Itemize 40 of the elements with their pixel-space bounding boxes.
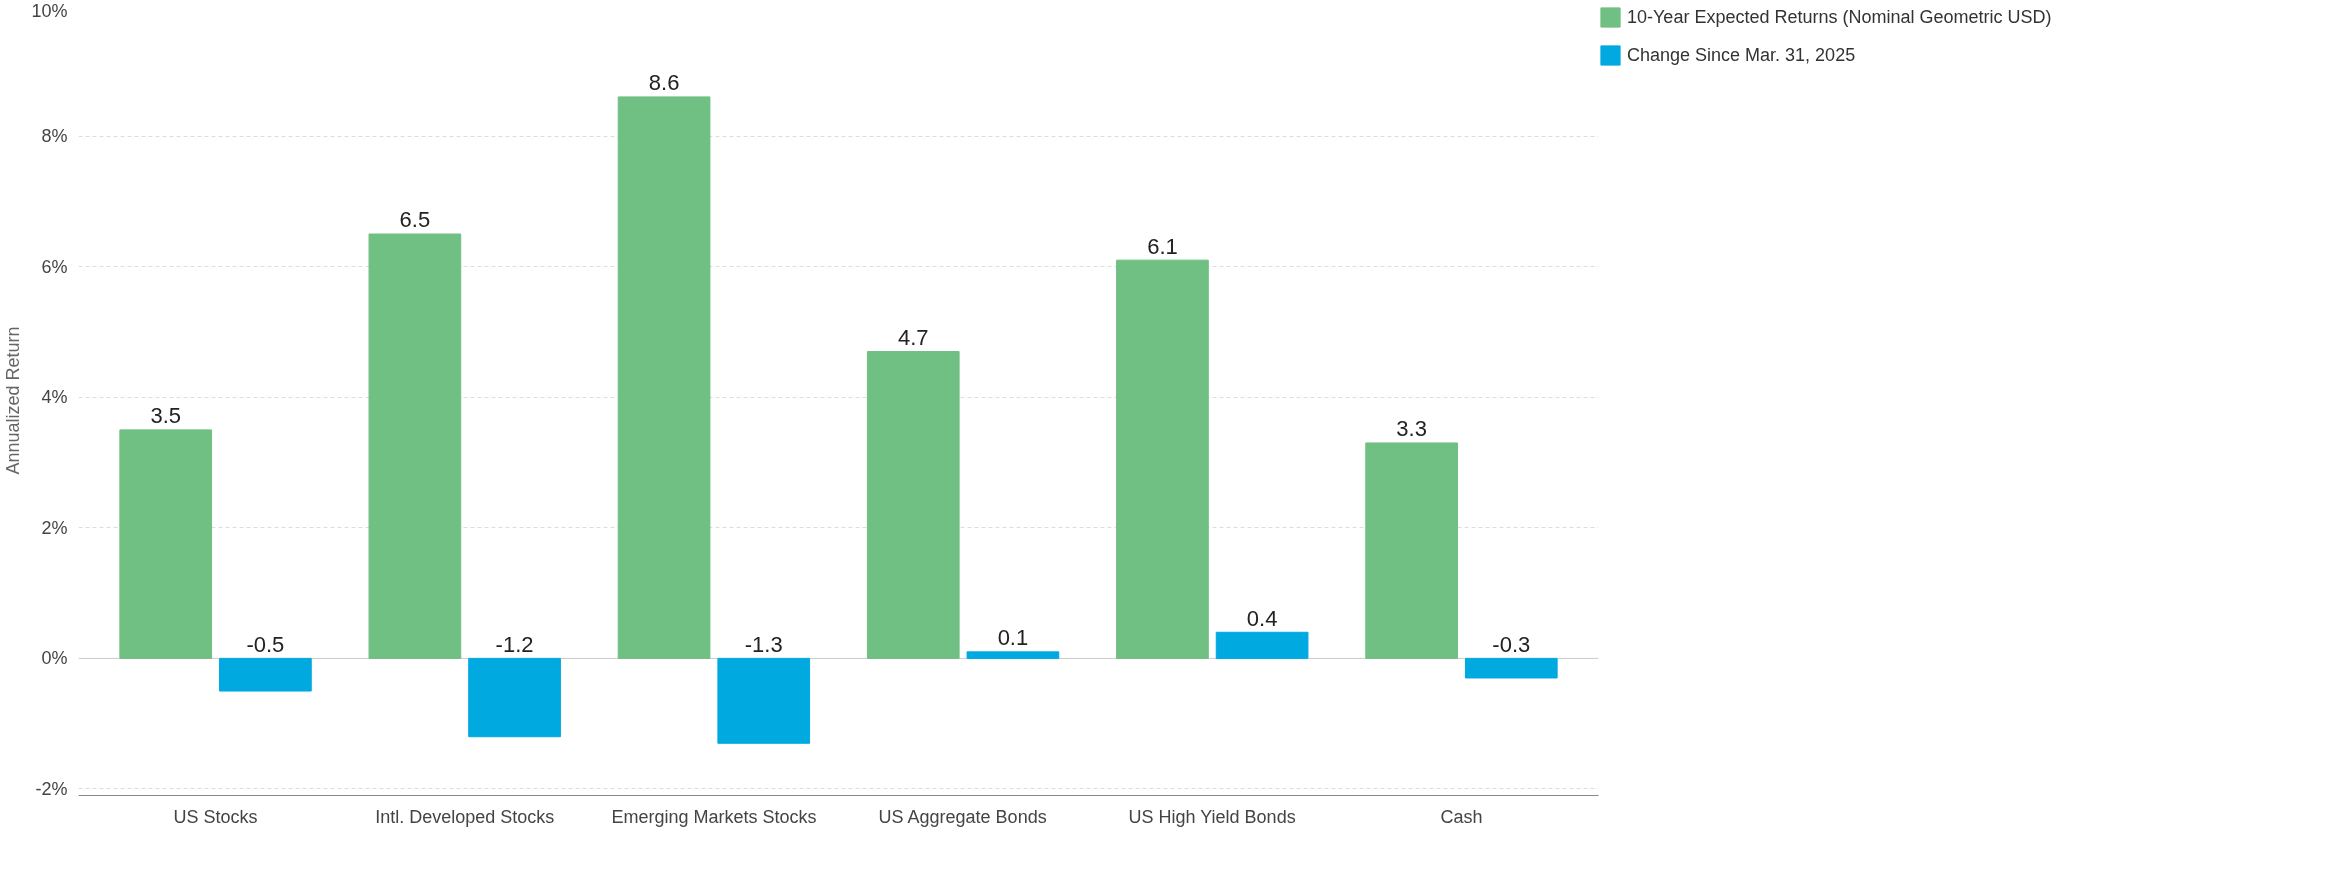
data-label: 6.5 — [399, 207, 431, 233]
data-label: -1.2 — [495, 631, 534, 657]
bar — [1215, 631, 1309, 659]
y-tick-label: 10% — [31, 0, 68, 21]
y-tick-label: 8% — [41, 126, 68, 147]
bar — [617, 96, 711, 659]
x-tick-label: US High Yield Bonds — [1128, 806, 1296, 827]
bar — [866, 351, 960, 659]
bar — [119, 429, 213, 659]
y-tick-label: 4% — [41, 387, 68, 408]
x-tick-label: Intl. Developed Stocks — [375, 806, 555, 827]
bar — [1116, 259, 1209, 659]
legend-label: Change Since Mar. 31, 2025 — [1627, 44, 1856, 66]
bar — [468, 657, 561, 738]
y-tick-label: 6% — [41, 256, 68, 277]
data-label: 6.1 — [1147, 233, 1178, 259]
x-tick-label: US Stocks — [173, 806, 258, 827]
data-label: 0.1 — [997, 625, 1029, 651]
data-label: 3.3 — [1396, 416, 1427, 442]
data-label: 8.6 — [648, 70, 680, 96]
data-label: 4.7 — [897, 325, 929, 350]
bar — [966, 651, 1060, 659]
data-label: -0.3 — [1492, 631, 1531, 657]
y-tick-label: 2% — [41, 517, 68, 538]
legend-label: 10-Year Expected Returns (Nominal Geometric USD) — [1627, 6, 2052, 28]
bar — [717, 657, 811, 744]
bar — [368, 233, 462, 659]
bar — [1464, 657, 1558, 679]
x-tick-label: US Aggregate Bonds — [878, 806, 1047, 827]
bar — [219, 657, 312, 692]
x-tick-label: Cash — [1440, 806, 1483, 827]
data-label: 0.4 — [1246, 605, 1278, 631]
data-label: -1.3 — [744, 631, 783, 657]
bar — [1365, 442, 1458, 659]
y-axis-title: Annualized Return — [3, 326, 24, 475]
x-tick-label: Emerging Markets Stocks — [611, 806, 817, 827]
data-label: -0.5 — [246, 631, 285, 657]
data-label: 3.5 — [150, 403, 182, 429]
y-tick-label: -2% — [35, 778, 68, 799]
y-tick-label: 0% — [41, 648, 68, 669]
